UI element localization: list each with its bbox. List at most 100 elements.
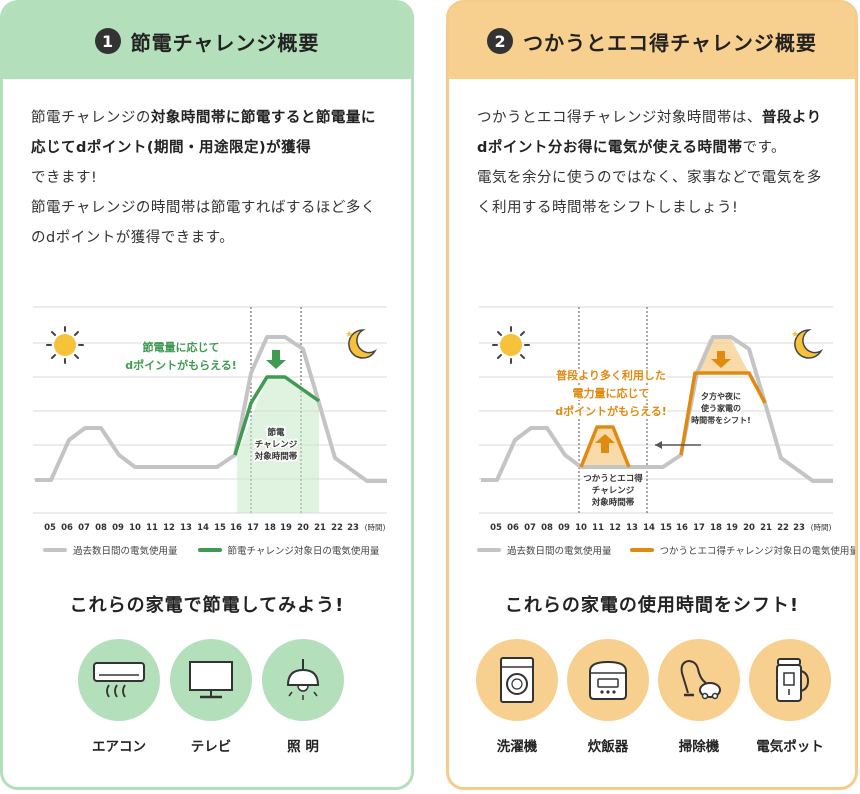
callout-line-3: dポイントがもらえる!	[555, 404, 667, 418]
up-arrow-icon	[595, 434, 615, 453]
hour-tick: 09	[558, 523, 570, 533]
appliance-label: 電気ポット	[756, 739, 824, 755]
rice-cooker-icon	[589, 660, 627, 700]
legend-event-label: つかうとエコ得チャレンジ対象日の電気使用量	[659, 546, 858, 557]
hour-tick: 09	[112, 523, 124, 533]
hour-tick: 08	[541, 523, 553, 533]
zone-label: つかうとエコ得 チャレンジ 対象時間帯	[582, 472, 645, 510]
chart-legend: 過去数日間の電気使用量 節電チャレンジ対象日の電気使用量	[43, 543, 379, 557]
hour-tick: 19	[280, 523, 292, 533]
hour-tick: 17	[247, 523, 259, 533]
hour-tick: 14	[643, 523, 655, 533]
appliance-electric-pot: 電気ポット	[748, 639, 832, 755]
appliance-label: 掃除機	[678, 739, 720, 755]
appliance-label: 照 明	[287, 739, 319, 755]
hour-tick: 10	[575, 523, 587, 533]
hour-tick: 23	[347, 523, 359, 533]
callout-line-1: 普段より多く利用した	[556, 368, 666, 382]
svg-text:★: ★	[345, 330, 353, 340]
down-arrow-icon	[711, 351, 731, 368]
callout-line-2: dポイントがもらえる!	[125, 358, 237, 372]
increase-callout: 普段より多く利用した 電力量に応じて dポイントがもらえる!	[554, 367, 669, 420]
intro-bold: 対象時間帯に節電すると節電量に応じてdポイント(期間・用途限定)が獲得	[31, 110, 376, 156]
eco-toku-challenge-card: 2 つかうとエコ得チャレンジ概要 つかうとエコ得チャレンジ対象時間帯は、普段より…	[446, 0, 858, 790]
hour-tick: 16	[676, 523, 688, 533]
shift-arrow-head	[655, 441, 662, 449]
hour-tick: 19	[726, 523, 738, 533]
appliance-circle	[78, 639, 160, 721]
appliance-circle	[170, 639, 252, 721]
hour-tick: 21	[760, 523, 772, 533]
hour-tick: 18	[710, 523, 722, 533]
appliance-television: テレビ	[169, 639, 253, 755]
intro-s1: 節電チャレンジの	[31, 110, 151, 126]
hour-tick: 18	[264, 523, 276, 533]
moon-icon: ★	[345, 329, 378, 359]
legend-swatch-past	[43, 548, 67, 552]
hour-tick: 11	[146, 523, 158, 533]
usage-chart: ★ 節電量に応じて dポイントがもらえる! 節電 チャレンジ 対象時間帯 05 …	[33, 306, 387, 533]
hour-tick: 13	[626, 523, 638, 533]
appliance-label: テレビ	[190, 739, 232, 755]
callout-line-2: 電力量に応じて	[573, 386, 650, 400]
hour-tick: 13	[180, 523, 192, 533]
chart-legend: 過去数日間の電気使用量 つかうとエコ得チャレンジ対象日の電気使用量	[477, 543, 858, 557]
legend-swatch-event	[197, 548, 222, 552]
appliance-label: 炊飯器	[587, 739, 629, 755]
card-title: 節電チャレンジ概要	[130, 30, 320, 55]
legend-event-label: 節電チャレンジ対象日の電気使用量	[227, 546, 380, 557]
appliance-circle	[749, 639, 831, 721]
event-usage-line-day	[579, 425, 631, 468]
hour-tick: 10	[129, 523, 141, 533]
card-header: 2 つかうとエコ得チャレンジ概要	[449, 3, 855, 79]
vacuum-cleaner-icon	[680, 660, 721, 700]
svg-text:★: ★	[791, 330, 799, 340]
appliance-rice-cooker: 炊飯器	[566, 639, 650, 755]
moon-icon: ★	[791, 329, 824, 359]
hour-unit: (時間)	[811, 523, 832, 532]
ceiling-light-icon	[286, 659, 320, 700]
appliance-circle	[262, 639, 344, 721]
appliance-circle	[476, 639, 558, 721]
hour-tick: 20	[743, 523, 755, 533]
hour-axis: 05 06 07 08 09 10 11 12 13 14 15 16 17 1…	[44, 523, 385, 533]
intro-text: つかうとエコ得チャレンジ対象時間帯は、普段よりdポイント分お得に電気が使える時間…	[477, 103, 831, 223]
hour-tick: 05	[490, 523, 502, 533]
hour-unit: (時間)	[365, 523, 386, 532]
usage-chart: ★ 普段より多く利用した 電力量に応じて dポイントがもらえる! 夕方や夜に 使…	[479, 306, 833, 533]
appliance-ceiling-light: 照 明	[261, 639, 345, 755]
appliance-subtitle: これらの家電の使用時間をシフト!	[504, 595, 800, 616]
washing-machine-icon	[500, 657, 534, 703]
hour-tick: 14	[197, 523, 209, 533]
appliance-circle	[658, 639, 740, 721]
shift-note: 夕方や夜に 使う家電の 時間帯をシフト!	[690, 390, 753, 427]
hour-tick: 17	[693, 523, 705, 533]
shift-note-3: 時間帯をシフト!	[691, 415, 751, 425]
card-title: つかうとエコ得チャレンジ概要	[523, 30, 817, 55]
appliance-label: エアコン	[92, 739, 146, 755]
chart-gridlines	[479, 306, 833, 514]
zone-label-3: 対象時間帯	[591, 497, 635, 508]
shift-note-2: 使う家電の	[700, 403, 741, 413]
hour-tick: 16	[230, 523, 242, 533]
hour-tick: 21	[314, 523, 326, 533]
hour-tick: 05	[44, 523, 56, 533]
hour-tick: 07	[78, 523, 90, 533]
hour-tick: 08	[95, 523, 107, 533]
intro-s3: 節電チャレンジの時間帯は節電すればするほど多くのdポイントが獲得できます。	[31, 200, 376, 246]
sun-icon	[46, 326, 84, 364]
intro-text: 節電チャレンジの対象時間帯に節電すると節電量に応じてdポイント(期間・用途限定)…	[31, 103, 387, 253]
appliance-circle	[567, 639, 649, 721]
intro-s2: です。	[742, 140, 787, 156]
hour-tick: 20	[297, 523, 309, 533]
hour-tick: 22	[331, 523, 343, 533]
legend-swatch-event	[629, 548, 654, 552]
hour-tick: 15	[660, 523, 672, 533]
shift-note-1: 夕方や夜に	[701, 391, 741, 401]
intro-s3: 電気を余分に使うのではなく、家事などで電気を多く利用する時間帯をシフトしましょう…	[477, 170, 822, 216]
appliance-subtitle: これらの家電で節電してみよう!	[69, 595, 345, 616]
zone-label-3: 対象時間帯	[254, 451, 298, 462]
zone-label-1: 節電	[267, 427, 285, 438]
saving-callout: 節電量に応じて dポイントがもらえる!	[124, 339, 239, 374]
card-header: 1 節電チャレンジ概要	[3, 3, 411, 79]
